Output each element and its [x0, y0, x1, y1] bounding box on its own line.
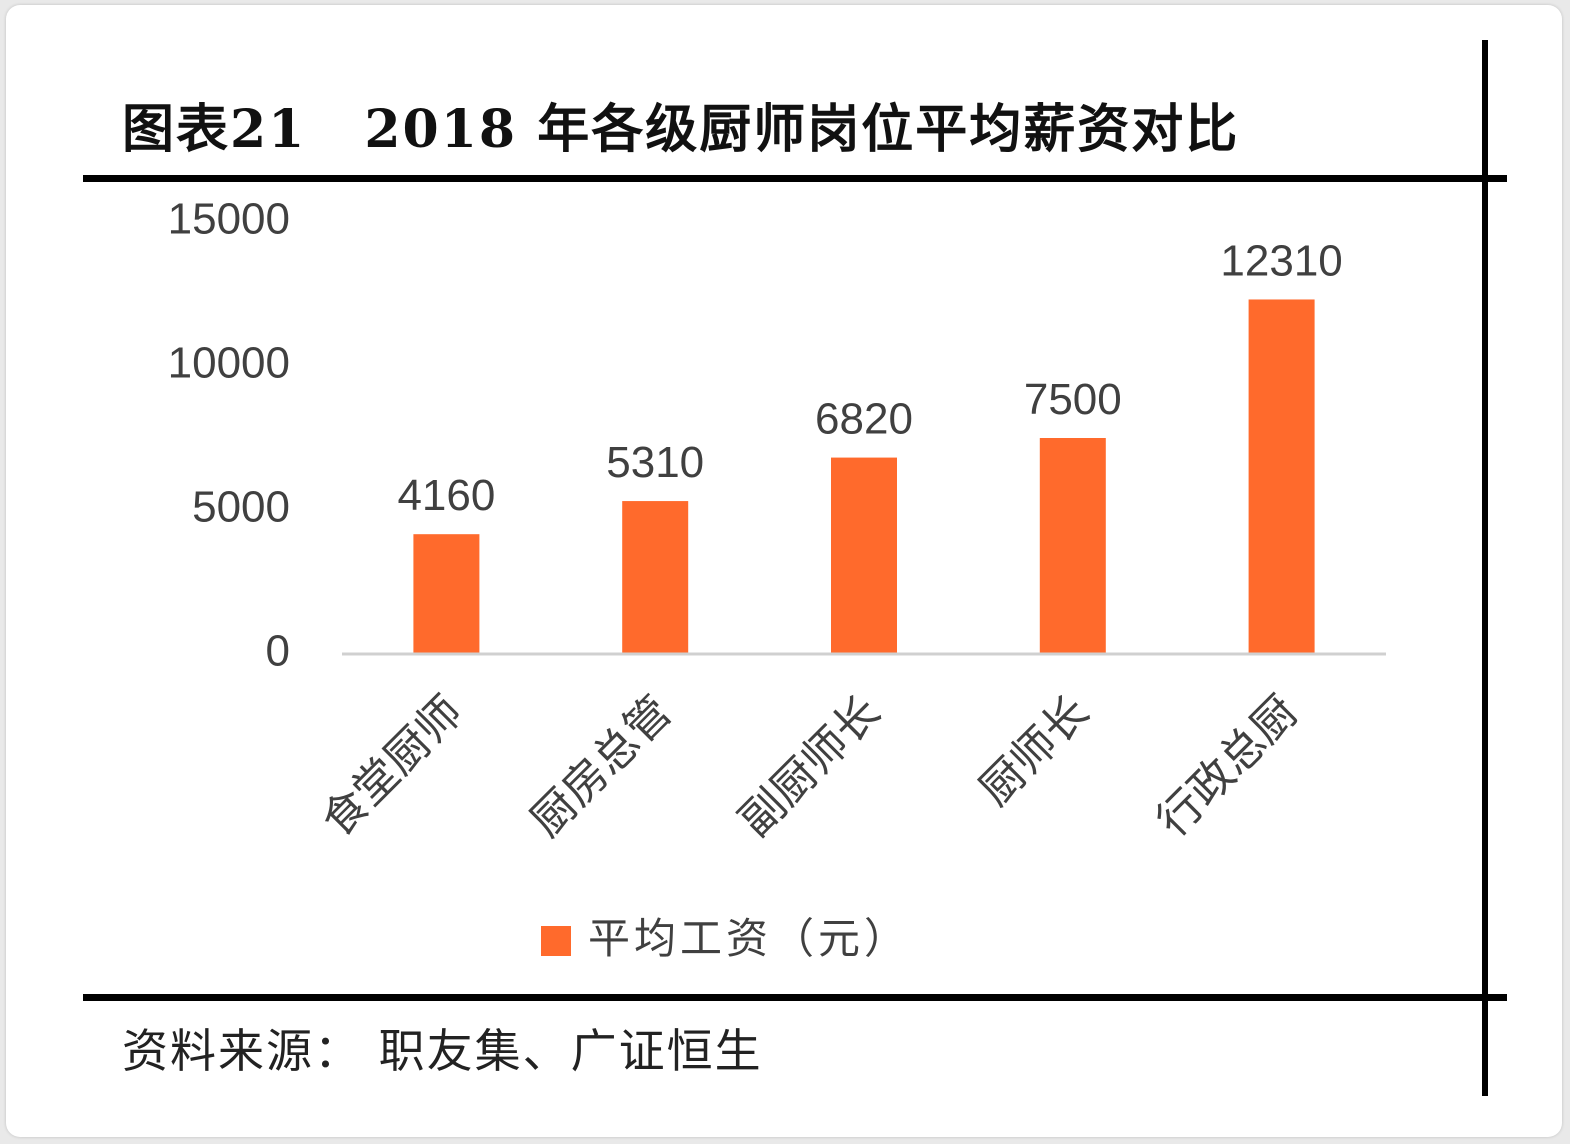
x-tick-label: 副厨师长: [730, 686, 891, 847]
x-tick-label: 厨师长: [970, 686, 1099, 815]
y-tick-label: 15000: [168, 195, 290, 244]
figure-title: 图表21 2018 年各级厨师岗位平均薪资对比: [122, 90, 1239, 170]
data-label: 4160: [397, 471, 495, 520]
bar: [622, 501, 689, 654]
bar: [1039, 438, 1106, 654]
bottom-rule: [83, 994, 1507, 1001]
top-rule: [83, 175, 1507, 182]
data-label: 7500: [1024, 375, 1122, 424]
bar: [831, 457, 897, 654]
right-rule: [1482, 40, 1488, 1096]
source-note: 资料来源： 职友集、广证恒生: [122, 1024, 763, 1078]
data-label: 5310: [606, 438, 704, 487]
data-label: 12310: [1220, 236, 1342, 285]
y-tick-label: 10000: [168, 339, 290, 388]
y-tick-label: 0: [266, 627, 290, 676]
bar: [413, 534, 480, 654]
y-tick-label: 5000: [192, 483, 290, 532]
x-tick-label: 行政总厨: [1147, 686, 1308, 847]
data-label: 6820: [815, 395, 913, 444]
figure-title-text: 2018 年各级厨师岗位平均薪资对比: [364, 99, 1240, 160]
legend-label: 平均工资（元）: [588, 914, 910, 963]
x-tick-label: 厨房总管: [521, 686, 682, 847]
legend-swatch: [541, 926, 571, 956]
x-tick-label: 食堂厨师: [312, 686, 473, 847]
bar: [1248, 299, 1315, 654]
figure-number: 图表21: [122, 99, 307, 160]
